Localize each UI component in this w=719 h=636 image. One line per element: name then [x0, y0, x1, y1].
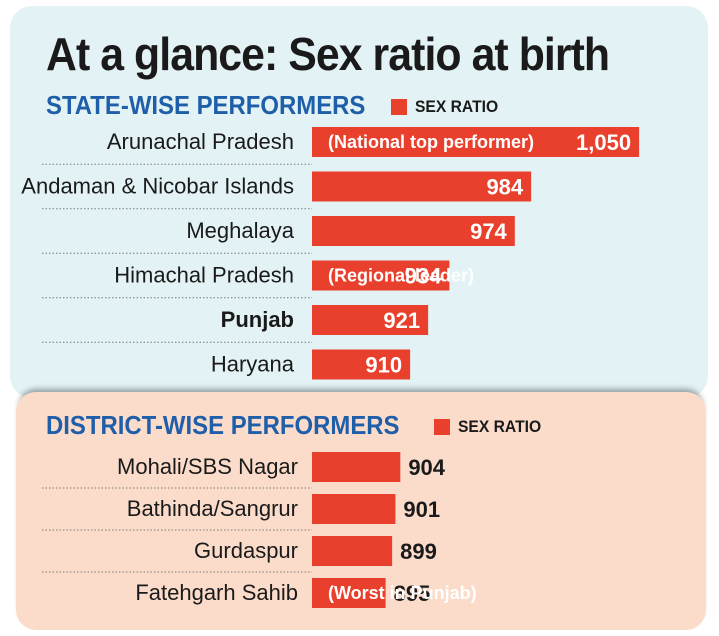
- bar: [312, 260, 450, 291]
- category-label: Arunachal Pradesh: [107, 129, 294, 154]
- value-label: 899: [400, 539, 437, 564]
- value-label: 934: [405, 264, 442, 289]
- category-label: Andaman & Nicobar Islands: [21, 174, 294, 199]
- bar: [312, 216, 515, 246]
- legend-label: SEX RATIO: [458, 417, 542, 436]
- bar: [312, 171, 532, 202]
- value-label: 904: [408, 455, 445, 480]
- district-section-title: DISTRICT-WISE PERFORMERS: [46, 410, 400, 440]
- value-label: 974: [470, 219, 507, 244]
- legend-swatch: [391, 99, 407, 115]
- bar: [312, 305, 429, 335]
- value-label: 910: [365, 353, 402, 378]
- bar: [312, 536, 393, 566]
- bar: [312, 494, 396, 524]
- state-legend: SEX RATIO: [391, 97, 505, 117]
- category-label: Meghalaya: [186, 218, 294, 243]
- bar: [312, 349, 411, 380]
- value-label: 901: [403, 497, 440, 522]
- state-section-title: STATE-WISE PERFORMERS: [46, 90, 366, 120]
- value-label: 921: [383, 308, 420, 333]
- category-label: Fatehgarh Sahib: [135, 580, 298, 605]
- category-label: Mohali/SBS Nagar: [117, 454, 298, 479]
- bar-annotation: (National top performer): [328, 132, 534, 152]
- bar: [312, 452, 401, 482]
- category-label: Himachal Pradesh: [114, 263, 294, 288]
- chart-title: At a glance: Sex ratio at birth: [46, 28, 610, 80]
- category-label: Bathinda/Sangrur: [127, 496, 298, 521]
- bar: [312, 578, 386, 608]
- legend-label: SEX RATIO: [415, 97, 499, 116]
- bar: [312, 127, 640, 157]
- value-label: 1,050: [576, 130, 631, 155]
- category-label: Punjab: [221, 307, 294, 332]
- legend-swatch: [434, 419, 450, 435]
- category-label: Gurdaspur: [194, 538, 298, 563]
- bar-annotation: (Worst in Punjab): [328, 583, 477, 603]
- value-label: 895: [394, 581, 431, 606]
- bar-annotation: (Regional leader): [328, 266, 474, 286]
- category-label: Haryana: [211, 352, 295, 377]
- value-label: 984: [486, 175, 523, 200]
- district-legend: SEX RATIO: [434, 417, 548, 437]
